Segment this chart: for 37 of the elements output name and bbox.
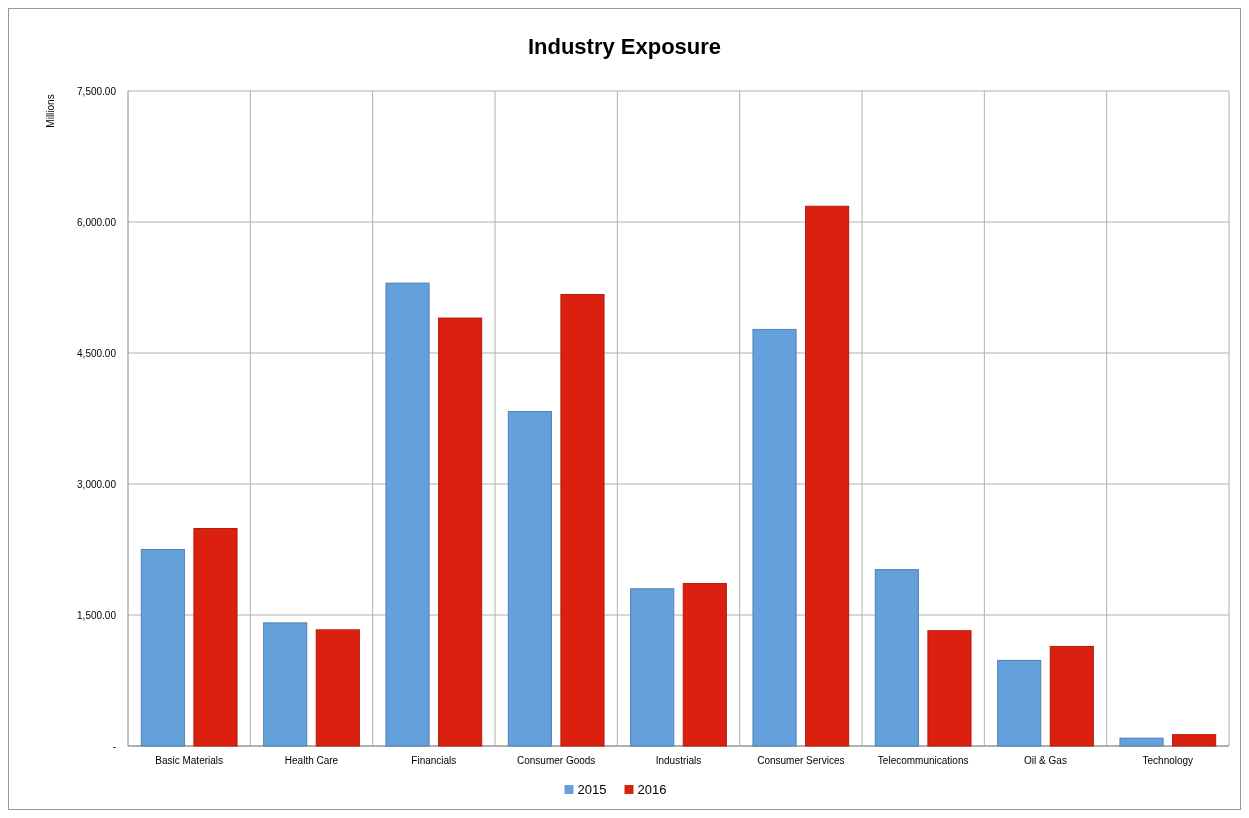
bar [874,569,919,747]
bar [140,549,185,747]
y-tick-label: 1,500.00 [77,610,117,621]
bar [805,205,850,747]
bar [263,622,308,747]
bar [560,293,605,747]
y-axis-title: Millions [45,94,56,128]
bar [315,629,360,747]
x-tick-label: Technology [1142,755,1194,766]
y-tick-label: 3,000.00 [77,479,117,490]
bar [997,659,1042,747]
x-tick-label: Basic Materials [155,755,224,766]
y-tick-label: 6,000.00 [77,217,117,228]
bar [630,588,675,747]
x-tick-label: Telecommunications [877,755,969,766]
chart-title: Industry Exposure [527,34,722,59]
bar [682,583,727,747]
x-tick-label: Consumer Services [757,755,845,766]
x-tick-label: Oil & Gas [1024,755,1067,766]
bar [1172,734,1217,747]
bar [1049,645,1094,747]
legend-label: 2015 [577,782,607,797]
legend-label: 2016 [637,782,667,797]
bar [752,328,797,747]
x-tick-label: Consumer Goods [516,755,596,766]
x-tick-label: Health Care [284,755,339,766]
y-tick-label: 4,500.00 [77,348,117,359]
y-tick-label: 7,500.00 [77,86,117,97]
x-tick-label: Industrials [655,755,702,766]
bar [507,411,552,747]
bar [193,528,238,747]
bar [1119,737,1164,747]
bar [927,630,972,747]
bar [385,282,430,747]
x-tick-label: Financials [411,755,457,766]
y-tick-label: - [112,741,116,752]
bar [438,317,483,747]
